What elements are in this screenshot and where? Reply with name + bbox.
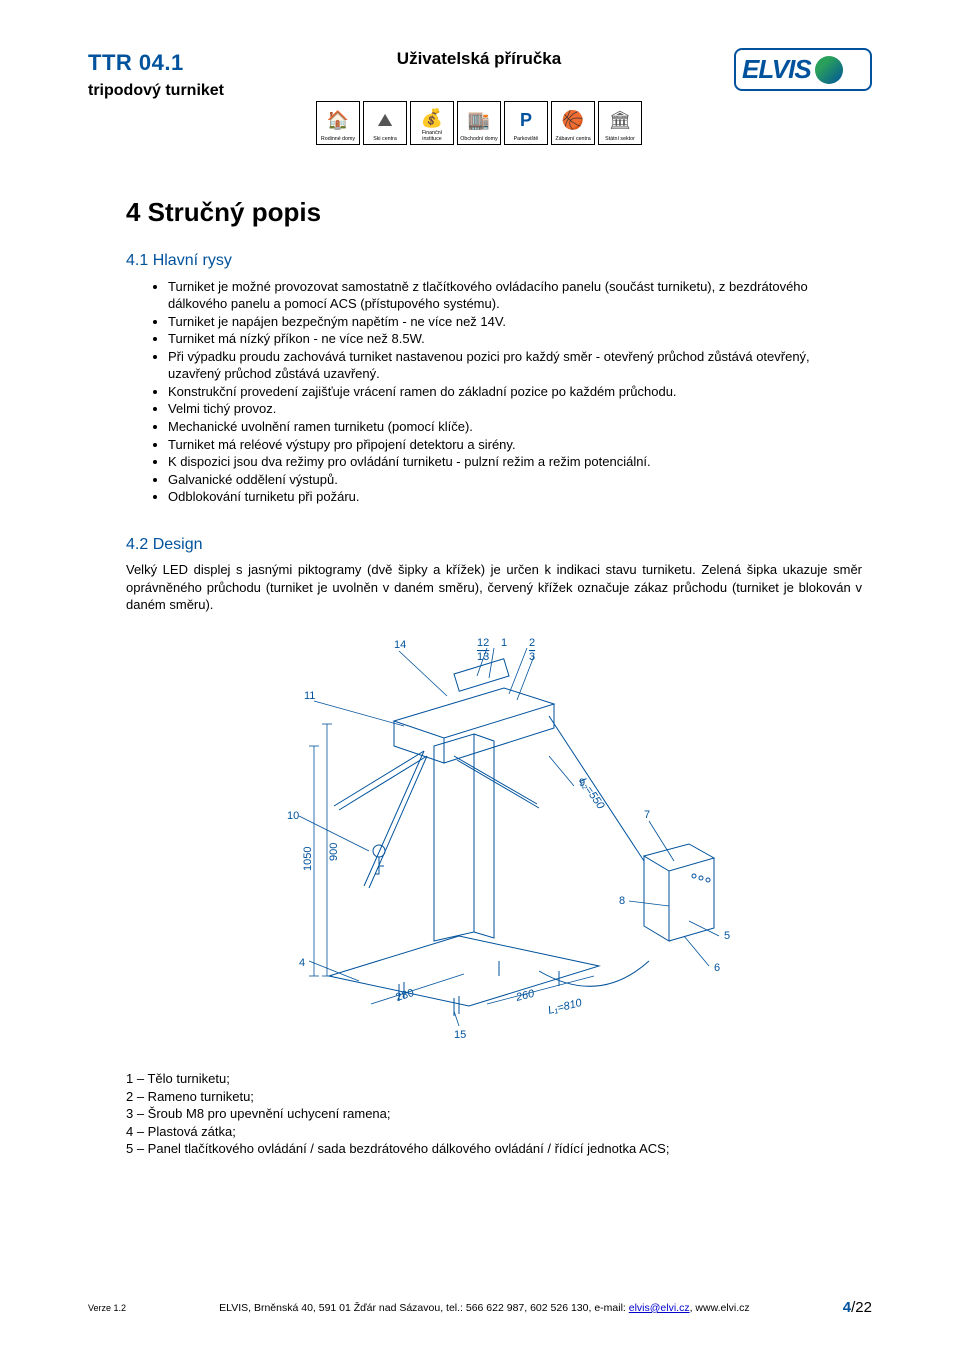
callout-4: 4 xyxy=(299,957,305,969)
feature-item: Turniket má reléové výstupy pro připojen… xyxy=(168,436,862,454)
feature-item: Mechanické uvolnění ramen turniketu (pom… xyxy=(168,418,862,436)
feature-item: K dispozici jsou dva režimy pro ovládání… xyxy=(168,453,862,471)
callout-7: 7 xyxy=(644,809,650,821)
main-content: 4 Stručný popis 4.1 Hlavní rysy Turniket… xyxy=(88,195,872,1158)
callout-3: 3 xyxy=(529,651,535,663)
mountain-icon: ⛰ xyxy=(377,104,392,137)
feature-item: Turniket je možné provozovat samostatně … xyxy=(168,278,862,313)
feature-item: Konstrukční provedení zajišťuje vrácení … xyxy=(168,383,862,401)
app-icon-parking: PParkoviště xyxy=(504,101,548,145)
document-title: Uživatelská příručka xyxy=(224,48,734,71)
version-label: Verze 1.2 xyxy=(88,1302,126,1314)
application-icons-row: 🏠Rodinné domy ⛰Ski centra 💰Finanční inst… xyxy=(224,101,734,145)
callout-8: 8 xyxy=(619,895,625,907)
footer-contact: ELVIS, Brněnská 40, 591 01 Žďár nad Sáza… xyxy=(126,1301,843,1315)
callout-15: 15 xyxy=(454,1029,466,1041)
logo-text: ELVIS xyxy=(742,52,811,87)
feature-item: Odblokování turniketu při požáru. xyxy=(168,488,862,506)
page-footer: Verze 1.2 ELVIS, Brněnská 40, 591 01 Žďá… xyxy=(0,1298,960,1318)
parking-icon: P xyxy=(520,104,532,137)
ball-icon: 🏀 xyxy=(562,104,584,137)
dim-260: 260 xyxy=(514,988,537,1005)
product-subtitle: tripodový turniket xyxy=(88,80,224,102)
dim-L1: L₁=810 xyxy=(547,997,584,1017)
diagram-svg: 14 12 13 1 2 3 11 10 4 9 8 7 6 5 15 105 xyxy=(249,626,739,1046)
dim-1050: 1050 xyxy=(302,846,314,870)
app-icon-shops: 🏬Obchodní domy xyxy=(457,101,501,145)
features-list: Turniket je možné provozovat samostatně … xyxy=(126,278,862,506)
dim-280: 280 xyxy=(394,987,415,1004)
section-title: 4 Stručný popis xyxy=(126,195,862,230)
callout-13: 13 xyxy=(477,651,489,663)
home-icon: 🏠 xyxy=(327,104,349,137)
subsection-4-2-title: 4.2 Design xyxy=(126,534,862,556)
legend-item: 3 – Šroub M8 pro upevnění uchycení ramen… xyxy=(126,1105,862,1123)
product-code: TTR 04.1 xyxy=(88,48,224,78)
subsection-4-1-title: 4.1 Hlavní rysy xyxy=(126,250,862,272)
page-number: 4/22 xyxy=(843,1298,872,1318)
legend-item: 4 – Plastová zátka; xyxy=(126,1123,862,1141)
app-icon-finance: 💰Finanční instituce xyxy=(410,101,454,145)
app-icon-ski: ⛰Ski centra xyxy=(363,101,407,145)
callout-6: 6 xyxy=(714,962,720,974)
dim-900: 900 xyxy=(328,843,340,861)
feature-item: Velmi tichý provoz. xyxy=(168,400,862,418)
legend-item: 2 – Rameno turniketu; xyxy=(126,1088,862,1106)
callout-14: 14 xyxy=(394,639,406,651)
callout-12: 12 xyxy=(477,637,489,649)
footer-email-link[interactable]: elvis@elvi.cz xyxy=(629,1302,690,1314)
header-center: Uživatelská příručka 🏠Rodinné domy ⛰Ski … xyxy=(224,48,734,145)
callout-11: 11 xyxy=(304,690,315,702)
legend-item: 5 – Panel tlačítkového ovládání / sada b… xyxy=(126,1140,862,1158)
diagram-legend: 1 – Tělo turniketu; 2 – Rameno turniketu… xyxy=(126,1070,862,1158)
building-icon: 🏛 xyxy=(609,104,632,137)
app-icon-government: 🏛Státní sektor xyxy=(598,101,642,145)
app-icon-entertainment: 🏀Zábavní centra xyxy=(551,101,595,145)
app-icon-home: 🏠Rodinné domy xyxy=(316,101,360,145)
shop-icon: 🏬 xyxy=(468,104,490,137)
feature-item: Turniket je napájen bezpečným napětím - … xyxy=(168,313,862,331)
money-icon: 💰 xyxy=(421,104,443,131)
callout-1: 1 xyxy=(501,637,507,649)
callout-10: 10 xyxy=(287,810,299,822)
legend-item: 1 – Tělo turniketu; xyxy=(126,1070,862,1088)
logo-globe-icon xyxy=(815,56,843,84)
company-logo: ELVIS xyxy=(734,48,872,91)
document-header: TTR 04.1 tripodový turniket Uživatelská … xyxy=(88,48,872,145)
feature-item: Galvanické oddělení výstupů. xyxy=(168,471,862,489)
callout-5: 5 xyxy=(724,930,730,942)
feature-item: Turniket má nízký příkon - ne více než 8… xyxy=(168,330,862,348)
feature-item: Při výpadku proudu zachovává turniket na… xyxy=(168,348,862,383)
header-left: TTR 04.1 tripodový turniket xyxy=(88,48,224,101)
turnstile-technical-diagram: 14 12 13 1 2 3 11 10 4 9 8 7 6 5 15 105 xyxy=(249,626,739,1046)
design-paragraph: Velký LED displej s jasnými piktogramy (… xyxy=(126,561,862,614)
header-right: ELVIS xyxy=(734,48,872,91)
callout-2: 2 xyxy=(529,637,535,649)
